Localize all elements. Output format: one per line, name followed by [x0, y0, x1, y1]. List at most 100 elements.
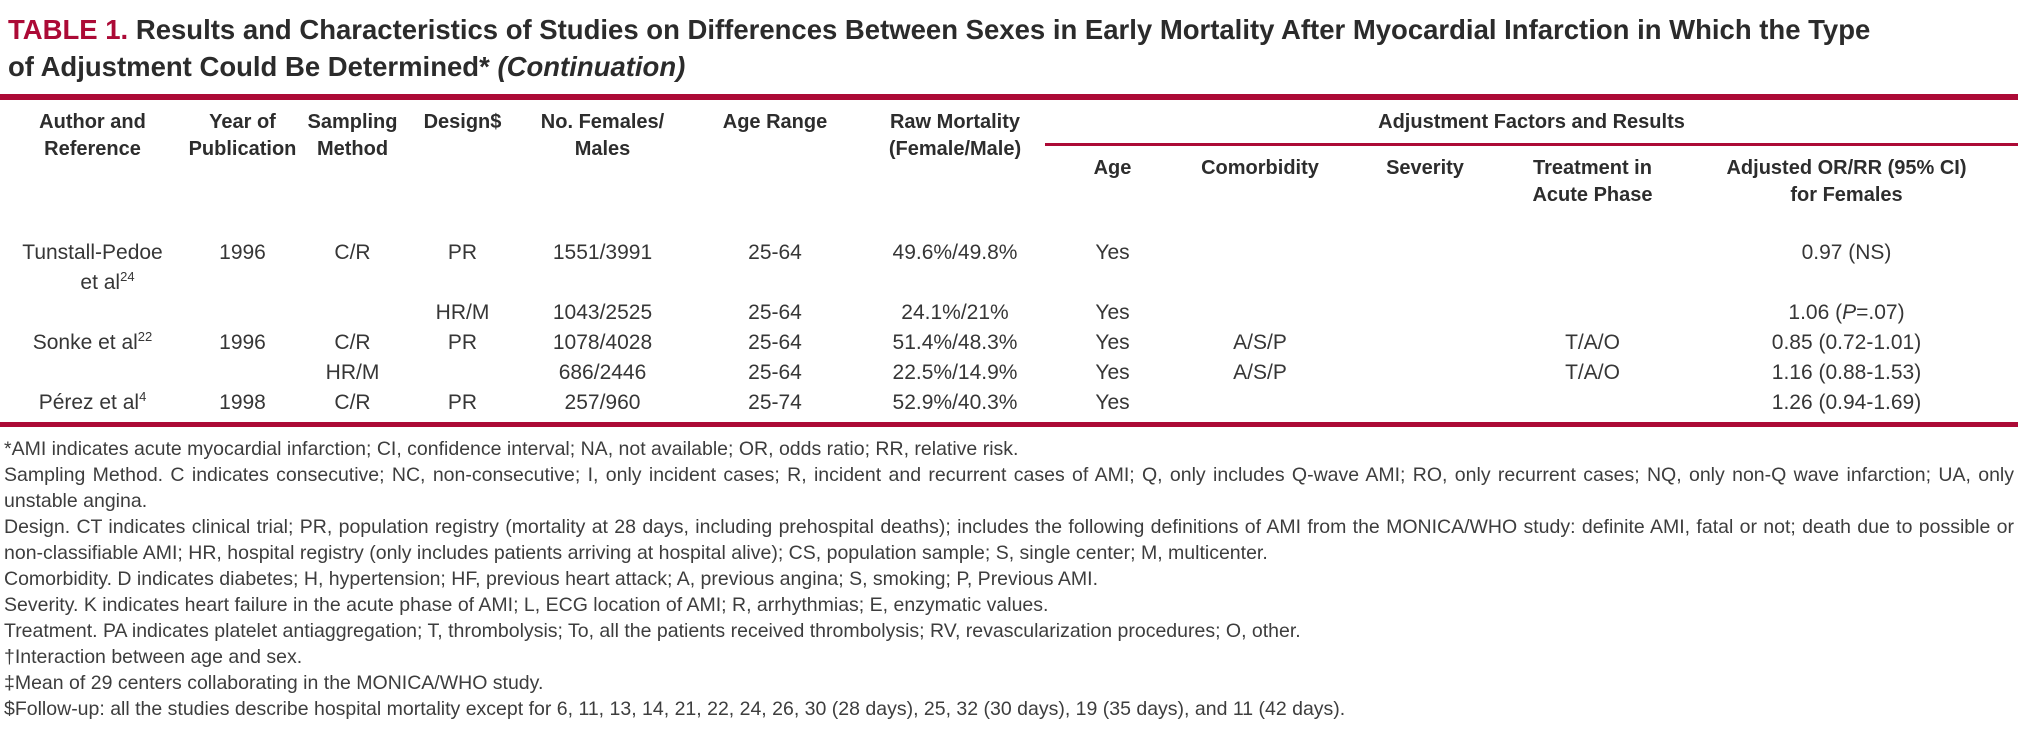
footnote-double-dagger: ‡Mean of 29 centers collaborating in the… — [4, 672, 544, 694]
col-header-treatment: Treatment in Acute Phase — [1532, 157, 1653, 206]
cell-treatment — [1510, 298, 1675, 328]
cell-author: Sonke et al22 — [32, 329, 153, 354]
cell-n: 1078/4028 — [552, 331, 653, 354]
footnote-comorbidity: Comorbidity. D indicates diabetes; H, hy… — [4, 568, 1098, 590]
footnote-design: Design. CT indicates clinical trial; PR,… — [4, 516, 2014, 564]
cell-severity — [1340, 229, 1510, 298]
cell-severity — [1340, 298, 1510, 328]
cell-raw-mortality: 51.4%/48.3% — [892, 331, 1018, 354]
bottom-rule — [0, 422, 2018, 427]
table-row: HR/M 686/2446 25-64 22.5%/14.9% Yes A/S/… — [0, 358, 2018, 388]
table-row: Tunstall-Pedoe et al24 1996 C/R PR 1551/… — [0, 229, 2018, 298]
col-header-age: Age — [1093, 157, 1132, 179]
cell-author: Tunstall-Pedoe et al24 — [22, 241, 163, 294]
footnote-sampling-method: Sampling Method. C indicates consecutive… — [4, 464, 2014, 512]
cell-raw-mortality: 49.6%/49.8% — [892, 241, 1018, 264]
col-header-raw-mortality: Raw Mortality (Female/Male) — [888, 111, 1022, 160]
reference-superscript: 4 — [139, 389, 147, 404]
cell-author: Pérez et al4 — [38, 389, 147, 414]
cell-comorbidity: A/S/P — [1233, 331, 1287, 354]
col-header-n-females-males: No. Females/ Males — [540, 111, 665, 160]
cell-year — [185, 358, 300, 388]
cell-age-range: 25-64 — [748, 241, 802, 264]
cell-year: 1998 — [219, 391, 266, 414]
col-header-design: Design$ — [423, 111, 502, 133]
footnote-dagger: †Interaction between age and sex. — [4, 646, 303, 668]
reference-superscript: 24 — [120, 269, 135, 284]
cell-design: PR — [447, 331, 478, 354]
cell-n: 1551/3991 — [552, 241, 653, 264]
cell-sampling: HR/M — [325, 361, 380, 384]
cell-raw-mortality: 24.1%/21% — [901, 301, 1009, 324]
cell-sampling — [300, 298, 405, 328]
col-header-author: Author and Reference — [39, 111, 146, 160]
cell-adjust-age: Yes — [1095, 241, 1130, 264]
col-header-severity: Severity — [1386, 157, 1464, 179]
col-header-year: Year of Publication — [188, 111, 297, 160]
cell-design: PR — [447, 241, 478, 264]
cell-year: 1996 — [219, 331, 266, 354]
cell-age-range: 25-64 — [748, 301, 802, 324]
reference-superscript: 22 — [137, 329, 153, 344]
cell-year — [185, 298, 300, 328]
cell-n: 686/2446 — [558, 361, 647, 384]
col-header-sampling: Sampling Method — [307, 111, 398, 160]
cell-adjusted-or: 1.26 (0.94-1.69) — [1771, 391, 1922, 414]
cell-year: 1996 — [219, 241, 266, 264]
cell-author — [0, 298, 185, 328]
group-header-adjustment: Adjustment Factors and Results — [1045, 100, 2018, 146]
cell-adjust-age: Yes — [1095, 301, 1130, 324]
cell-age-range: 25-64 — [748, 361, 802, 384]
cell-adjusted-or: 1.06 (P=.07) — [1788, 301, 1905, 324]
footnotes-block: *AMI indicates acute myocardial infarcti… — [0, 427, 2018, 722]
cell-adjusted-or: 0.97 (NS) — [1801, 241, 1892, 264]
table-title-continuation: (Continuation) — [497, 51, 686, 82]
cell-raw-mortality: 22.5%/14.9% — [892, 361, 1018, 384]
table-title-line2: of Adjustment Could Be Determined* — [8, 51, 490, 82]
cell-comorbidity — [1180, 229, 1340, 298]
top-rule — [0, 94, 2018, 100]
cell-adjust-age: Yes — [1095, 331, 1130, 354]
table-label: TABLE 1. — [8, 14, 129, 45]
cell-severity — [1340, 388, 1510, 422]
cell-sampling: C/R — [334, 391, 371, 414]
cell-comorbidity — [1180, 388, 1340, 422]
cell-treatment: T/A/O — [1565, 331, 1620, 354]
footnote-follow-up: $Follow-up: all the studies describe hos… — [4, 698, 1346, 720]
cell-n: 1043/2525 — [552, 301, 653, 324]
col-header-comorbidity: Comorbidity — [1201, 157, 1319, 179]
cell-adjusted-or: 0.85 (0.72-1.01) — [1771, 331, 1922, 354]
cell-author — [0, 358, 185, 388]
cell-severity — [1340, 328, 1510, 358]
cell-raw-mortality: 52.9%/40.3% — [892, 391, 1018, 414]
footnote-treatment: Treatment. PA indicates platelet antiagg… — [4, 620, 1301, 642]
cell-n: 257/960 — [564, 391, 641, 414]
cell-design — [405, 358, 520, 388]
table-row: Sonke et al22 1996 C/R PR 1078/4028 25-6… — [0, 328, 2018, 358]
table-title: TABLE 1. Results and Characteristics of … — [0, 0, 2018, 85]
table-row: Pérez et al4 1998 C/R PR 257/960 25-74 5… — [0, 388, 2018, 422]
cell-comorbidity: A/S/P — [1233, 361, 1287, 384]
cell-comorbidity — [1180, 298, 1340, 328]
table-header: Author and Reference Year of Publication… — [0, 100, 2018, 229]
cell-sampling: C/R — [334, 241, 371, 264]
table-row: HR/M 1043/2525 25-64 24.1%/21% Yes 1.06 … — [0, 298, 2018, 328]
cell-design: HR/M — [435, 301, 490, 324]
cell-age-range: 25-74 — [748, 391, 802, 414]
data-table: Tunstall-Pedoe et al24 1996 C/R PR 1551/… — [0, 229, 2018, 422]
cell-design: PR — [447, 391, 478, 414]
cell-age-range: 25-64 — [748, 331, 802, 354]
cell-severity — [1340, 358, 1510, 388]
footnote-severity: Severity. K indicates heart failure in t… — [4, 594, 1049, 616]
table-title-line1: Results and Characteristics of Studies o… — [135, 14, 1871, 45]
cell-adjust-age: Yes — [1095, 361, 1130, 384]
cell-adjusted-or: 1.16 (0.88-1.53) — [1771, 361, 1922, 384]
cell-treatment: T/A/O — [1565, 361, 1620, 384]
col-header-age-range: Age Range — [722, 111, 828, 133]
cell-adjust-age: Yes — [1095, 391, 1130, 414]
cell-treatment — [1510, 388, 1675, 422]
footnote-abbreviations: *AMI indicates acute myocardial infarcti… — [4, 438, 1019, 460]
cell-sampling: C/R — [334, 331, 371, 354]
col-header-adjusted-or: Adjusted OR/RR (95% CI) for Females — [1726, 157, 1967, 206]
